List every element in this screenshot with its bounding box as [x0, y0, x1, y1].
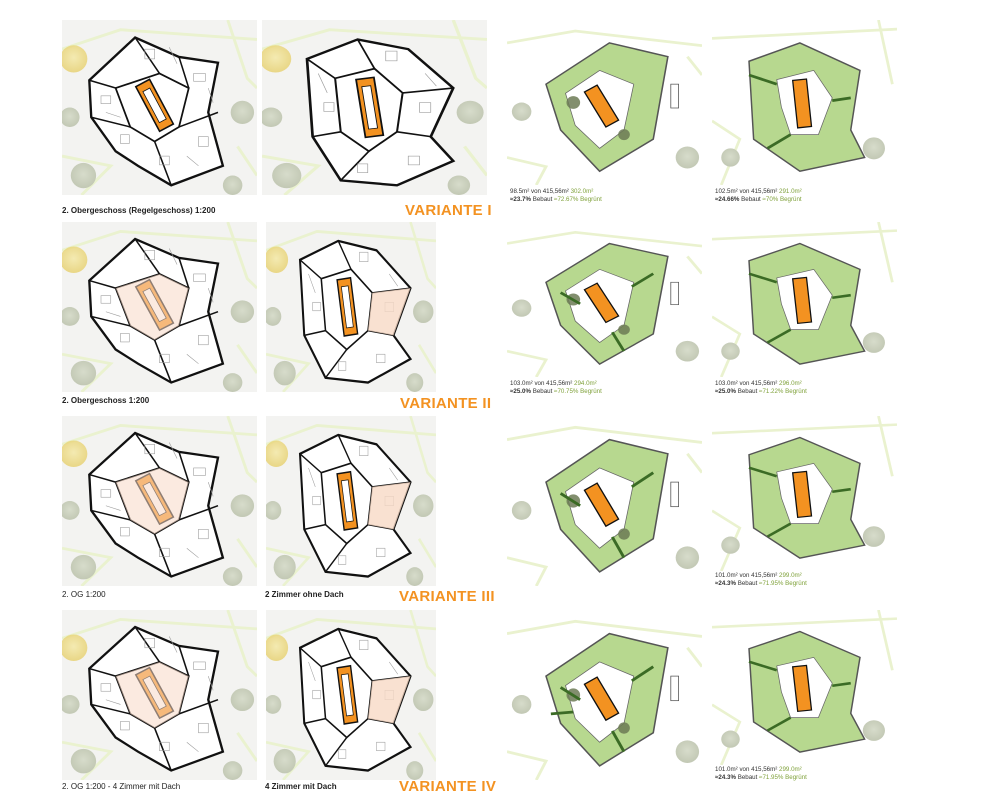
variant-label-4: VARIANTE IV [399, 778, 497, 795]
roofplan-v3-right [712, 416, 897, 571]
variant-label-3: VARIANTE III [399, 588, 495, 605]
roofplan-v1-right [712, 20, 897, 185]
roofplan-v2-left [507, 222, 702, 377]
roofplan-v1-left [507, 20, 702, 185]
roofplan-v4-right [712, 610, 897, 765]
caption-v4-mid: 4 Zimmer mit Dach [265, 782, 337, 791]
roof-stat-v3-right: 101.0m² von 415,56m² 299.0m² ≈24.3% Beba… [715, 572, 807, 587]
caption-v2-left: 2. Obergeschoss 1:200 [62, 396, 150, 405]
floorplan-v3-right [266, 416, 436, 586]
floorplan-v3-left [62, 416, 257, 586]
roofplan-v2-right [712, 222, 897, 377]
caption-v3-mid: 2 Zimmer ohne Dach [265, 590, 344, 599]
variant-label-1: VARIANTE I [405, 202, 492, 219]
caption-v1-left: 2. Obergeschoss (Regelgeschoss) 1:200 [62, 206, 216, 215]
roofplan-v3-left [507, 416, 702, 586]
variant-label-2: VARIANTE II [400, 395, 492, 412]
roof-stat-v1-left: 98.5m² von 415,56m² 302.0m² ≈23.7% Bebau… [510, 188, 602, 203]
floorplan-v4-right [266, 610, 436, 780]
floorplan-v2-right [266, 222, 436, 392]
roof-stat-v4-right: 101.0m² von 415,56m² 299.0m² ≈24.3% Beba… [715, 766, 807, 781]
roof-stat-v2-right: 103.0m² von 415,56m² 296.0m² ≈25.0% Beba… [715, 380, 807, 395]
floorplan-v1-right [262, 20, 487, 195]
caption-v3-left: 2. OG 1:200 [62, 590, 106, 599]
caption-v4-left: 2. OG 1:200 - 4 Zimmer mit Dach [62, 782, 181, 791]
roof-stat-v2-left: 103.0m² von 415,56m² 294.0m² ≈25.0% Beba… [510, 380, 602, 395]
floorplan-v4-left [62, 610, 257, 780]
floorplan-v1-left [62, 20, 257, 195]
roof-stat-v1-right: 102.5m² von 415,56m² 291.0m² ≈24.66% Beb… [715, 188, 802, 203]
floorplan-v2-left [62, 222, 257, 392]
roofplan-v4-left [507, 610, 702, 780]
